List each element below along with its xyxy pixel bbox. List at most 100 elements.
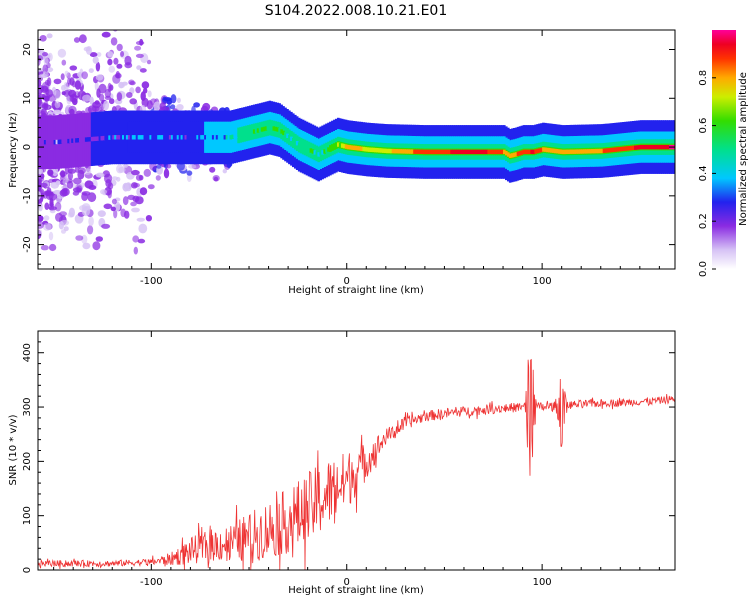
spectrogram-ridge-core: [233, 134, 236, 139]
spectrogram-ridge-core: [118, 135, 121, 140]
spectrogram-ridge-core: [258, 127, 262, 133]
spectrogram-ridge-core: [497, 149, 500, 155]
spectrogram-ridge-core: [645, 144, 649, 150]
spectrogram-ridge-core: [635, 145, 639, 150]
spectrogram-noise-blob: [50, 181, 59, 189]
spectrogram-ytick-label: 10: [22, 92, 33, 105]
spectrogram-ridge-core: [475, 149, 479, 155]
spectrogram-noise-blob: [38, 167, 42, 177]
spectrogram-ridge-core: [161, 135, 164, 140]
spectrogram-ridge-core: [210, 135, 213, 140]
spectrogram-ridge-core: [299, 143, 303, 148]
spectrogram-noise-blob: [79, 34, 87, 44]
spectrogram-ridge-core: [184, 135, 188, 140]
spectrogram-ridge-core: [333, 144, 336, 149]
spectrogram-ridge-core: [665, 144, 668, 150]
spectrogram-noise-blob: [113, 57, 119, 65]
spectrogram-ridge-core: [516, 151, 520, 156]
spectrogram-ridge-core: [59, 139, 63, 144]
spectrogram-ridge-core: [342, 143, 346, 149]
spectrogram-ridge-core: [524, 149, 528, 155]
spectrogram-ridge-core: [84, 137, 88, 142]
spectrogram-ridge-core: [125, 135, 129, 140]
spectrogram-ridge-core: [337, 142, 340, 147]
spectrogram-ridge-core: [352, 145, 356, 150]
spectrogram-ridge-core: [188, 135, 192, 140]
spectrogram-ridge-core: [421, 149, 424, 154]
spectrogram-noise-blob: [133, 246, 138, 255]
colorbar-tick-label: 0.0: [698, 261, 709, 277]
spectrogram-ridge-core: [585, 149, 588, 154]
spectrogram-ridge-core: [71, 138, 74, 143]
spectrogram-noise-blob: [38, 215, 44, 222]
spectrogram-noise-blob: [60, 219, 70, 226]
spectrogram-ridge-core: [465, 149, 469, 155]
spectrogram-ridge-core: [340, 143, 344, 148]
spectrogram-noise-blob: [42, 52, 48, 57]
spectrogram-noise-blob: [68, 105, 77, 115]
spectrogram-noise-blob: [97, 210, 106, 218]
spectrogram-noise-blob: [38, 229, 43, 235]
spectrogram-ridge-core: [444, 149, 447, 155]
spectrogram-ridge-core: [598, 148, 602, 154]
spectrogram-ridge-core: [313, 150, 317, 155]
spectrogram-ridge-core: [641, 144, 645, 150]
spectrogram-noise-blob: [49, 197, 54, 208]
spectrogram-ridge-core: [358, 146, 362, 151]
spectrogram-ridge-core: [309, 148, 313, 153]
spectrogram-noise-blob: [130, 201, 137, 207]
spectrogram-ridge-core: [295, 141, 299, 146]
spectrogram-noise-blob: [61, 187, 70, 197]
spectrogram-ridge-core: [53, 140, 57, 145]
spectrogram-noise-blob: [110, 206, 117, 212]
spectrogram-noise-blob: [88, 68, 94, 73]
spectrogram-noise-blob: [137, 238, 146, 244]
spectrogram-xtick-label: 0: [344, 276, 350, 287]
spectrogram-ridge-core: [292, 138, 295, 143]
spectrogram-ridge-core: [67, 138, 70, 144]
spectrogram-ridge-core: [221, 135, 225, 140]
spectrogram-ridge-core: [481, 149, 485, 155]
spectrogram-ridge-core: [548, 148, 551, 153]
spectrogram-ridge-core: [288, 135, 291, 140]
spectrogram-ridge-core: [356, 146, 360, 151]
spectrogram-ridge-core: [387, 148, 391, 154]
snr-xlabel: Height of straight line (km): [288, 585, 424, 596]
spectrogram-ridge-core: [155, 135, 158, 140]
spectrogram-ridge-core: [663, 144, 666, 150]
spectrogram-ridge-core: [413, 149, 416, 154]
spectrogram-noise-blob: [95, 172, 105, 178]
colorbar-tick-label: 0.2: [698, 213, 709, 229]
spectrogram-ridge-core: [600, 148, 604, 154]
spectrogram-marks: [38, 30, 675, 255]
spectrogram-noise-blob: [57, 48, 67, 58]
spectrogram-ridge-core: [561, 149, 565, 155]
spectrogram-ridge-core: [411, 149, 414, 154]
spectrogram-noise-blob: [140, 91, 146, 102]
spectrogram-noise-blob: [47, 169, 54, 177]
spectrogram-noise-blob: [78, 167, 86, 174]
spectrogram-noise-blob: [138, 175, 144, 181]
spectrogram-ridge-core: [135, 135, 139, 140]
spectrogram-ridge-core: [428, 149, 432, 155]
spectrogram-noise-blob: [67, 171, 74, 180]
spectrogram-ridge-core: [82, 137, 86, 142]
spectrogram-ytick-label: 0: [22, 144, 33, 150]
spectrogram-ridge-core: [424, 149, 428, 155]
spectrogram-ridge-core: [618, 147, 621, 152]
spectrogram-ridge-core: [403, 149, 406, 154]
spectrogram-noise-blob: [95, 74, 104, 81]
spectrogram-ridge-core: [426, 149, 430, 155]
spectrogram-noise-blob: [110, 37, 118, 46]
spectrogram-ridge-core: [385, 148, 389, 154]
spectrogram-ridge-core: [473, 149, 477, 155]
spectrogram-ridge-core: [442, 149, 446, 155]
spectrogram-ridge-core: [460, 149, 463, 155]
colorbar-tick-label: 0.6: [698, 118, 709, 134]
spectrogram-ridge-core: [41, 140, 45, 145]
spectrogram-ridge-core: [196, 135, 199, 140]
spectrogram-ridge-core: [659, 144, 662, 150]
spectrogram-noise-blob: [147, 184, 155, 190]
